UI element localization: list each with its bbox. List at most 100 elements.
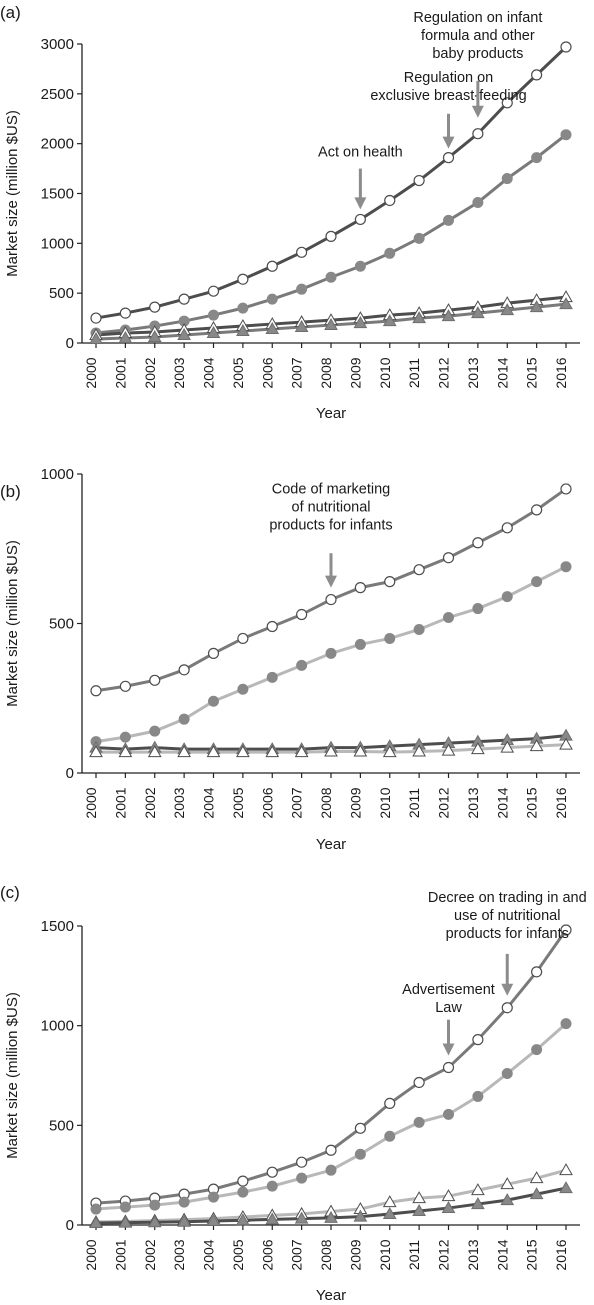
series-0-point (266, 1166, 278, 1178)
series-3-point (118, 745, 133, 758)
y-tick-label: 1000 (41, 466, 74, 483)
y-axis-label: Market size (million $US) (4, 540, 21, 707)
series-1-point (325, 647, 337, 659)
y-tick-label: 1500 (41, 186, 74, 203)
series-1-point (413, 623, 425, 635)
series-1-point (472, 603, 484, 615)
series-3-point (471, 742, 485, 755)
annotation-text: Regulation on (404, 70, 494, 86)
annotation-text: baby products (432, 46, 523, 62)
x-tick-label: 2015 (524, 1239, 540, 1270)
series-1-point (531, 152, 543, 164)
x-tick-label: 2000 (83, 1239, 99, 1270)
series-2-point (412, 1191, 426, 1204)
series-3-point (236, 745, 250, 758)
series-1-point (531, 1044, 543, 1056)
annotation-text: of nutritional (292, 499, 371, 515)
series-0-point (531, 69, 543, 81)
series-0-point (207, 647, 220, 660)
annotation-text: Code of marketing (272, 481, 390, 497)
series-1-point (266, 1180, 278, 1192)
panel-label: (c) (0, 883, 20, 902)
series-0-point (325, 1144, 337, 1156)
series-0-point (354, 1122, 366, 1134)
series-3-point (236, 324, 250, 337)
x-tick-label: 2013 (465, 1239, 481, 1270)
series-0-point (560, 483, 572, 495)
annotation-arrow-head (501, 983, 514, 996)
series-3-point (89, 332, 103, 345)
y-tick-label: 0 (66, 765, 74, 782)
series-3-point (177, 1214, 191, 1227)
x-tick-label: 2002 (142, 787, 158, 818)
series-0-point (178, 664, 190, 676)
series-3-point (177, 745, 191, 758)
series-3-point (412, 744, 426, 757)
x-tick-label: 2006 (259, 357, 275, 388)
series-0-point (384, 194, 396, 207)
annotation-text: Advertisement (402, 982, 495, 998)
series-1-point (178, 1196, 190, 1208)
annotation-text: Decree on trading in and (428, 890, 587, 906)
series-0-point (413, 1076, 425, 1089)
series-3-point (500, 740, 515, 753)
series-0-point (501, 1002, 513, 1014)
x-tick-label: 2013 (465, 357, 481, 388)
series-1-point (90, 1203, 102, 1215)
series-0-point (237, 632, 249, 645)
x-tick-label: 2012 (436, 787, 452, 818)
series-1-point (208, 309, 219, 321)
series-3-point (559, 297, 573, 310)
series-3-point (89, 1215, 103, 1229)
series-1-point (384, 632, 396, 644)
x-tick-label: 2002 (142, 1239, 158, 1270)
series-3-point (294, 1211, 309, 1224)
x-tick-label: 2001 (112, 787, 128, 818)
x-tick-label: 2008 (318, 357, 334, 388)
x-axis-label: Year (316, 1287, 346, 1304)
series-0-point (354, 213, 366, 226)
x-tick-label: 2003 (171, 1239, 187, 1270)
y-tick-label: 500 (49, 1117, 74, 1134)
series-3-point (382, 1207, 397, 1220)
series-1-point (501, 1068, 513, 1080)
series-0-point (472, 1034, 484, 1046)
series-2-point (559, 1163, 573, 1176)
x-tick-label: 2012 (436, 1239, 452, 1270)
x-tick-label: 2014 (494, 357, 510, 388)
series-1-point (413, 232, 425, 244)
series-3-point (382, 745, 397, 758)
series-0-point (442, 152, 455, 164)
x-tick-label: 2016 (553, 357, 569, 388)
series-3-point (529, 300, 544, 313)
series-3-point (500, 303, 515, 316)
x-tick-label: 2001 (112, 1239, 128, 1270)
series-0-point (413, 174, 425, 187)
series-1-point (296, 283, 308, 295)
series-0-point (296, 608, 308, 621)
series-1-point (119, 1201, 131, 1213)
series-0-point (296, 1156, 308, 1168)
series-3-point (529, 1187, 544, 1200)
series-1-point (237, 1186, 249, 1198)
series-0-point (119, 680, 131, 692)
y-tick-label: 0 (66, 335, 74, 352)
annotation-text: formula and other (421, 28, 535, 44)
x-tick-label: 2004 (201, 357, 217, 388)
x-tick-label: 2014 (494, 787, 510, 818)
y-axis-label: Market size (million $US) (4, 992, 21, 1159)
series-3-point (500, 1193, 515, 1206)
x-tick-label: 2014 (494, 1239, 510, 1270)
y-tick-label: 2000 (41, 136, 74, 153)
series-0-point (560, 41, 572, 53)
series-1-point (560, 129, 572, 141)
series-1-point (237, 302, 249, 314)
x-tick-label: 2009 (347, 357, 363, 388)
x-tick-label: 2006 (259, 787, 275, 818)
annotation-text: exclusive breast-feeding (370, 88, 526, 104)
series-0-point (90, 312, 102, 324)
x-tick-label: 2010 (377, 787, 393, 818)
x-tick-label: 2016 (553, 787, 569, 818)
series-0-point (266, 260, 278, 272)
series-3-point (559, 1181, 573, 1194)
